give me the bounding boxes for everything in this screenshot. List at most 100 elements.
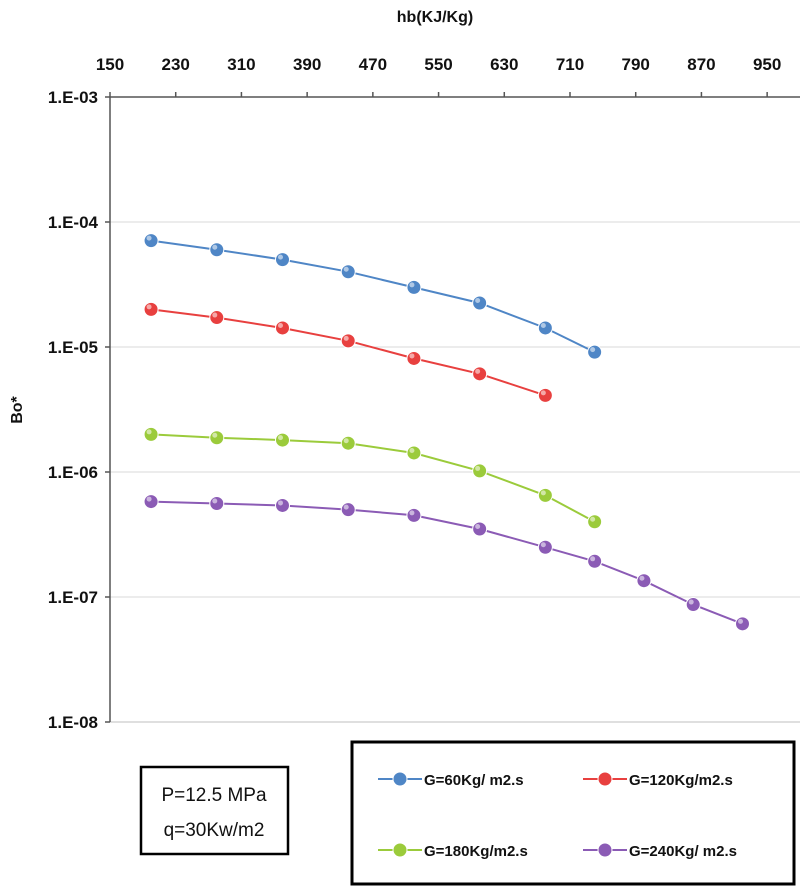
data-point bbox=[209, 310, 225, 326]
legend-swatch-marker bbox=[392, 771, 408, 787]
data-point-highlight bbox=[278, 322, 283, 328]
legend-swatch-marker bbox=[597, 771, 613, 787]
data-point bbox=[685, 597, 701, 613]
data-point bbox=[275, 432, 290, 448]
y-tick-label: 1.E-04 bbox=[48, 213, 99, 232]
y-tick-label: 1.E-06 bbox=[48, 463, 98, 482]
series-line-4 bbox=[151, 500, 743, 625]
data-point bbox=[340, 333, 356, 349]
data-point-highlight bbox=[146, 496, 152, 502]
data-point bbox=[143, 233, 159, 249]
data-point-highlight bbox=[540, 542, 546, 548]
data-point-highlight bbox=[475, 465, 481, 471]
data-point bbox=[537, 387, 553, 403]
data-point bbox=[537, 320, 553, 336]
data-point-highlight bbox=[343, 438, 349, 444]
legend-swatch-marker bbox=[392, 842, 408, 858]
data-point bbox=[340, 502, 356, 518]
data-point bbox=[472, 463, 488, 479]
data-point bbox=[275, 497, 290, 513]
data-point-highlight bbox=[688, 599, 694, 605]
data-point-highlight bbox=[146, 429, 152, 435]
data-point bbox=[143, 301, 159, 317]
x-tick-label: 550 bbox=[424, 55, 452, 74]
data-point-highlight bbox=[738, 618, 743, 624]
data-point-highlight bbox=[212, 498, 218, 504]
data-point-highlight bbox=[590, 516, 596, 522]
data-point-highlight bbox=[590, 347, 596, 353]
annotation-frame bbox=[139, 765, 290, 856]
data-point-highlight bbox=[212, 312, 218, 318]
data-point bbox=[406, 507, 422, 523]
data-point bbox=[406, 445, 422, 461]
annotation-box: P=12.5 MPa q=30Kw/m2 bbox=[139, 765, 290, 856]
data-point-highlight bbox=[409, 353, 415, 359]
grid bbox=[105, 96, 800, 723]
data-point-highlight bbox=[540, 390, 546, 396]
annotation-pressure: P=12.5 MPa bbox=[161, 785, 267, 806]
data-point-highlight bbox=[475, 368, 481, 374]
data-point bbox=[587, 553, 603, 569]
data-point bbox=[537, 487, 553, 503]
legend-frame bbox=[350, 740, 796, 886]
x-tick-label: 390 bbox=[293, 55, 321, 74]
data-point-highlight bbox=[343, 335, 349, 341]
data-point bbox=[735, 616, 750, 632]
legend-label: G=180Kg/m2.s bbox=[424, 843, 528, 860]
data-point bbox=[143, 426, 159, 442]
data-point bbox=[472, 366, 488, 382]
legend-label: G=120Kg/m2.s bbox=[629, 772, 733, 789]
data-point bbox=[406, 279, 422, 295]
data-point bbox=[275, 320, 290, 336]
data-point-highlight bbox=[343, 266, 349, 272]
data-point-highlight bbox=[278, 435, 283, 441]
x-tick-label: 950 bbox=[753, 55, 781, 74]
data-point-highlight bbox=[146, 304, 152, 310]
data-point-highlight bbox=[540, 490, 546, 496]
x-tick-label: 790 bbox=[622, 55, 650, 74]
data-point-highlight bbox=[639, 575, 645, 581]
data-point-highlight bbox=[146, 235, 152, 241]
data-point-highlight bbox=[540, 322, 546, 328]
x-tick-labels: 150 230 310 390 470 550 630 710 790 870 950 bbox=[96, 55, 781, 97]
data-point-highlight bbox=[343, 504, 349, 510]
y-tick-labels: 1.E-03 1.E-04 1.E-05 1.E-06 1.E-07 1.E-08 bbox=[48, 88, 99, 732]
legend-label: G=240Kg/ m2.s bbox=[629, 843, 737, 860]
data-point-highlight bbox=[212, 432, 218, 438]
data-point bbox=[406, 350, 422, 366]
series bbox=[143, 233, 750, 632]
data-point-highlight bbox=[475, 523, 481, 529]
x-tick-label: 630 bbox=[490, 55, 518, 74]
x-tick-label: 230 bbox=[162, 55, 190, 74]
y-tick-label: 1.E-08 bbox=[48, 713, 98, 732]
legend-label: G=60Kg/ m2.s bbox=[424, 772, 524, 789]
y-tick-label: 1.E-03 bbox=[48, 88, 98, 107]
y-tick-label: 1.E-07 bbox=[48, 588, 98, 607]
legend-swatch-marker bbox=[597, 842, 613, 858]
data-point-highlight bbox=[409, 447, 415, 453]
legend: G=60Kg/ m2.s G=120Kg/m2.s G=180Kg/m2.s G=24… bbox=[350, 740, 796, 886]
y-tick-label: 1.E-05 bbox=[48, 338, 98, 357]
series-line-2 bbox=[150, 308, 546, 397]
annotation-heat-flux: q=30Kw/m2 bbox=[164, 820, 265, 841]
axes bbox=[109, 96, 800, 722]
data-point bbox=[275, 252, 290, 268]
data-point bbox=[209, 495, 225, 511]
x-tick-label: 470 bbox=[359, 55, 387, 74]
data-point bbox=[209, 242, 225, 258]
data-point-highlight bbox=[409, 510, 415, 516]
data-point-highlight bbox=[590, 556, 596, 562]
x-tick-label: 710 bbox=[556, 55, 584, 74]
data-point bbox=[636, 573, 652, 589]
data-point bbox=[472, 295, 488, 311]
data-point bbox=[472, 521, 488, 537]
data-point bbox=[340, 264, 356, 280]
data-point bbox=[537, 539, 553, 555]
data-point bbox=[340, 435, 356, 451]
x-tick-label: 310 bbox=[227, 55, 255, 74]
data-point-highlight bbox=[212, 244, 218, 250]
x-axis-title: hb(KJ/Kg) bbox=[397, 9, 473, 26]
x-tick-label: 150 bbox=[96, 55, 124, 74]
data-point-highlight bbox=[475, 297, 481, 303]
